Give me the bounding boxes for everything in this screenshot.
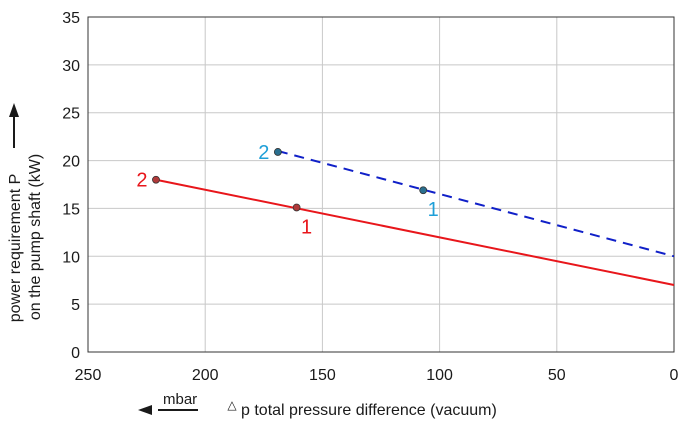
operating-point-label: 1 — [428, 199, 439, 221]
x-tick-label: 200 — [192, 367, 219, 384]
operating-point-marker — [419, 186, 428, 195]
operating-point-label: 2 — [136, 170, 147, 192]
series-line-blue-dashed — [277, 150, 675, 258]
y-tick-label: 35 — [62, 10, 80, 27]
series-layer: 1 2 1 2 — [136, 142, 675, 286]
delta-symbol: △ — [227, 398, 237, 412]
x-tick-label: 100 — [426, 367, 453, 384]
operating-point-marker — [273, 148, 282, 156]
y-tick-label: 30 — [62, 58, 80, 75]
y-axis-title-line-1: power requirement P — [7, 174, 24, 323]
y-tick-label: 20 — [62, 154, 80, 171]
x-tick-label: 250 — [75, 367, 102, 384]
x-tick-label: 0 — [670, 367, 678, 384]
operating-point-marker — [292, 203, 301, 212]
operating-point-label: 1 — [301, 216, 312, 238]
y-tick-label: 5 — [71, 297, 80, 314]
y-tick-label: 25 — [62, 106, 80, 123]
tick-labels: 250 200 150 100 50 0 0 5 10 15 20 25 30 35 — [62, 10, 678, 384]
y-tick-label: 0 — [71, 345, 80, 362]
x-axis-arrow-head — [138, 405, 152, 415]
x-axis-title-text: p total pressure difference (vacuum) — [241, 402, 497, 419]
plot-frame — [87, 16, 675, 353]
y-axis-title: power requirement P on the pump shaft (k… — [7, 103, 44, 322]
y-axis-title-line-2: on the pump shaft (kW) — [27, 154, 44, 320]
x-tick-label: 150 — [309, 367, 336, 384]
x-tick-label: 50 — [548, 367, 566, 384]
operating-point-marker — [152, 175, 160, 184]
y-tick-label: 10 — [62, 249, 80, 266]
x-axis-unit: mbar — [163, 391, 197, 408]
series-line-red — [155, 178, 675, 286]
y-tick-label: 15 — [62, 201, 80, 218]
y-axis-arrow-head — [9, 103, 19, 117]
operating-point-label: 2 — [258, 142, 269, 164]
x-axis-title: mbar △ p total pressure difference (vacu… — [138, 391, 497, 419]
